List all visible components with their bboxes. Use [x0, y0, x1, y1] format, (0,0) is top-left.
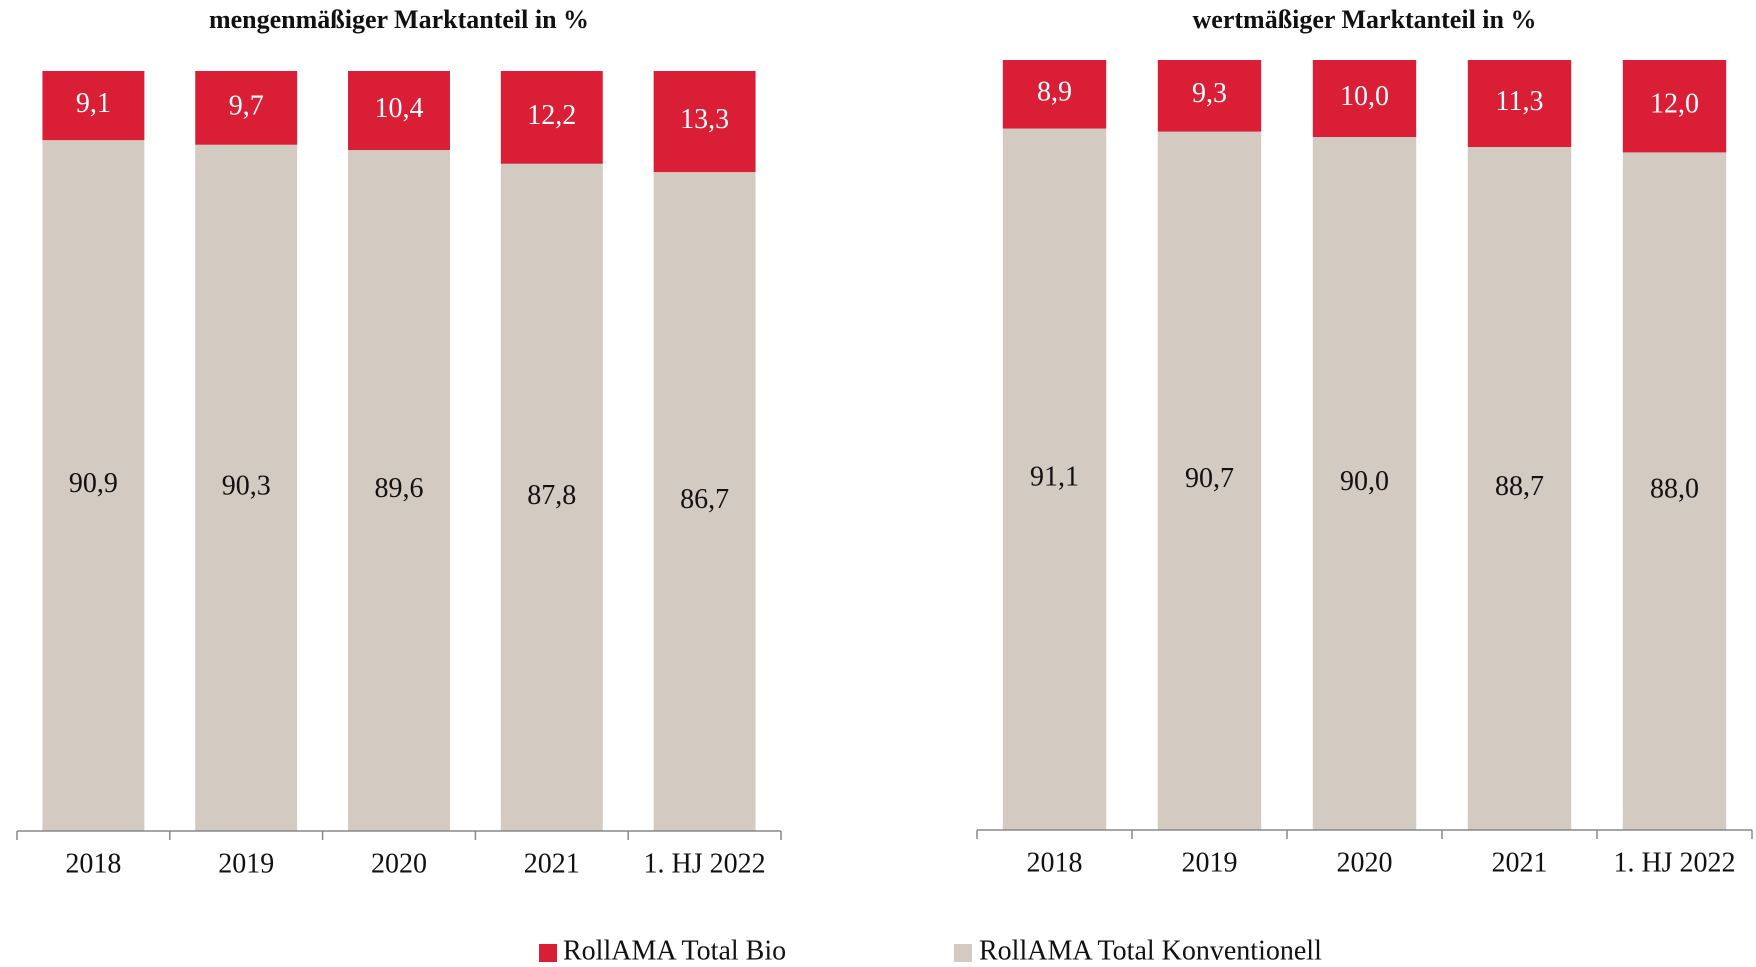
x-tick-label: 2020 — [371, 848, 427, 879]
bar-segment — [1312, 137, 1417, 830]
bar-segment — [500, 163, 603, 832]
bar-segment — [500, 71, 603, 164]
bar-segment — [1467, 60, 1572, 148]
bar-segment — [1622, 152, 1727, 830]
bar-segment — [348, 71, 450, 151]
legend-label: RollAMA Total Bio — [563, 935, 786, 966]
value-label: 12,2 — [527, 100, 576, 131]
bar-segment — [1157, 131, 1262, 831]
bar-segment — [1467, 147, 1572, 830]
legend-label: RollAMA Total Konventionell — [979, 935, 1322, 966]
value-label: 89,6 — [375, 473, 424, 504]
x-tick-label: 1. HJ 2022 — [644, 848, 766, 879]
value-label: 88,0 — [1650, 474, 1699, 505]
x-tick-label: 2021 — [1492, 847, 1548, 878]
x-tick-label: 2018 — [1027, 847, 1083, 878]
bar-segment — [653, 172, 756, 831]
value-label: 9,7 — [229, 90, 264, 121]
bar-segment — [653, 71, 756, 173]
bar-segment — [195, 71, 298, 145]
value-label: 10,0 — [1340, 81, 1389, 112]
x-tick-label: 2018 — [65, 848, 121, 879]
value-label: 9,1 — [76, 88, 111, 119]
value-label: 91,1 — [1030, 462, 1079, 493]
bar-segment — [42, 140, 145, 831]
value-label: 90,9 — [69, 468, 118, 499]
bar-segment — [195, 144, 298, 832]
value-label: 9,3 — [1192, 78, 1227, 109]
value-label: 90,7 — [1185, 463, 1234, 494]
value-label: 13,3 — [680, 104, 729, 135]
legend-swatch — [954, 944, 972, 962]
value-label: 90,3 — [222, 470, 271, 501]
value-label: 12,0 — [1650, 89, 1699, 120]
value-label: 90,0 — [1340, 466, 1389, 497]
chart-title: wertmäßiger Marktanteil in % — [1193, 5, 1537, 34]
value-label: 88,7 — [1495, 471, 1544, 502]
legend-swatch — [539, 944, 557, 962]
bar-segment — [42, 71, 145, 141]
bar-segment — [1622, 60, 1727, 153]
bar-segment — [1157, 60, 1262, 132]
bar-segment — [1002, 60, 1107, 129]
value-label: 11,3 — [1496, 86, 1544, 117]
value-label: 10,4 — [375, 93, 424, 124]
x-tick-label: 2020 — [1337, 847, 1393, 878]
x-tick-label: 2019 — [218, 848, 274, 879]
x-tick-label: 2019 — [1182, 847, 1238, 878]
bar-segment — [1002, 128, 1107, 830]
value-label: 87,8 — [527, 480, 576, 511]
bar-segment — [1312, 60, 1417, 137]
value-label: 8,9 — [1037, 77, 1072, 108]
bar-segment — [348, 150, 450, 832]
x-tick-label: 1. HJ 2022 — [1613, 847, 1735, 878]
chart-title: mengenmäßiger Marktanteil in % — [209, 5, 589, 34]
x-tick-label: 2021 — [524, 848, 580, 879]
value-label: 86,7 — [680, 484, 729, 515]
